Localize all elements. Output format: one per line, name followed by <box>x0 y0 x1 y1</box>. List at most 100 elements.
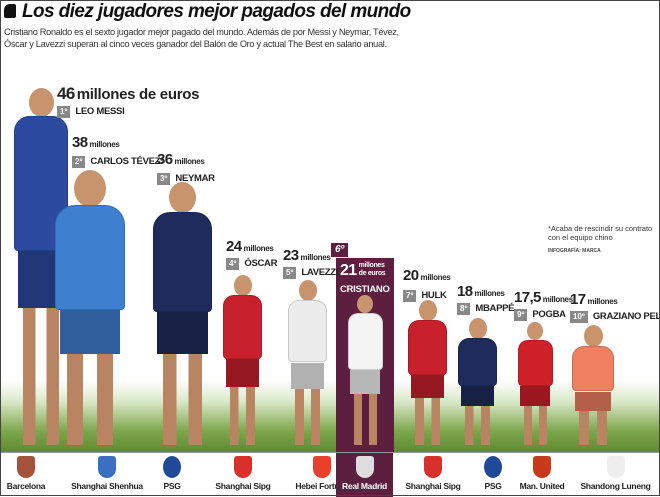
player-head <box>298 280 317 301</box>
salary-amount: 23 millones <box>283 248 331 263</box>
player-head <box>233 275 252 296</box>
amount-value: 21 <box>340 262 357 279</box>
club-label: PSG <box>140 453 204 497</box>
player-jersey <box>55 205 125 310</box>
club-name: Shandong Luneng <box>580 481 651 491</box>
player-figure <box>280 280 335 445</box>
player-shorts <box>411 374 444 399</box>
salary-amount: 20 millones <box>403 268 451 283</box>
amount-unit: millones <box>587 297 618 306</box>
salary-amount: 18 millones <box>457 284 505 299</box>
player-legs <box>414 398 441 445</box>
rank-badge: 5º <box>283 266 297 279</box>
amount-value: 36 <box>157 151 173 168</box>
page-title: Los diez jugadores mejor pagados del mun… <box>22 1 411 22</box>
club-name: Man. United <box>519 481 565 491</box>
club-name: Shanghai Sipg <box>215 481 271 491</box>
club-crest-icon <box>355 456 374 478</box>
club-name: Shanghai Shenhua <box>71 481 143 491</box>
amount-unit: millones <box>474 289 505 298</box>
club-crest-icon <box>424 456 442 478</box>
amount-value: 46 <box>57 84 75 103</box>
amount-value: 20 <box>403 267 419 284</box>
player-figure <box>215 275 270 445</box>
club-label: Shanghai Sipg <box>204 453 282 497</box>
footnote: *Acaba de rescindir su contrato con el e… <box>548 224 653 242</box>
player-name: HULK <box>421 290 447 302</box>
salary-amount: 36 millones <box>157 152 205 167</box>
club-name: Shanghai Sipg <box>405 481 461 491</box>
club-label: Shanghai Shenhua <box>52 453 162 497</box>
amount-unit: millones <box>542 295 573 304</box>
rank-badge: 2º <box>72 155 86 168</box>
club-label: Barcelona <box>0 453 52 497</box>
salary-amount: 21 millones de euros <box>340 262 393 279</box>
amount-value: 18 <box>457 283 473 300</box>
club-label: Hebei Fortune <box>282 453 362 497</box>
description-line: Cristiano Ronaldo es el sexto jugador me… <box>4 27 399 37</box>
description: Cristiano Ronaldo es el sexto jugador me… <box>4 27 464 50</box>
club-name: Real Madrid <box>342 481 387 491</box>
rank-badge: 3º <box>157 172 171 185</box>
rank-badge: 1º <box>57 105 71 118</box>
amount-unit: millones de euros <box>76 86 200 103</box>
player-name: NEYMAR <box>175 173 215 185</box>
description-line: Óscar y Lavezzi superan al cinco veces g… <box>4 38 387 49</box>
salary-amount: 38 millones <box>72 135 120 150</box>
player-head <box>527 322 543 341</box>
club-name: PSG <box>484 481 502 491</box>
player-name: CRISTIANO <box>340 284 390 296</box>
player-figure <box>510 322 560 445</box>
club-label: Real Madrid <box>336 453 393 497</box>
player-legs <box>353 393 377 445</box>
salary-amount: 17,5 millones <box>514 290 573 305</box>
player-shorts <box>520 386 550 406</box>
player-rank-name: 9º POGBA <box>514 307 566 323</box>
player-name: ÓSCAR <box>244 258 278 270</box>
amount-value: 17,5 <box>514 289 541 306</box>
club-label: Man. United <box>513 453 571 497</box>
salary-amount: 17 millones <box>570 292 618 307</box>
player-legs <box>464 406 491 445</box>
club-name: Hebei Fortune <box>295 481 349 491</box>
club-label: PSG <box>473 453 513 497</box>
player-figure <box>450 318 505 445</box>
rank-badge: 6º <box>331 243 349 257</box>
player-shorts <box>226 359 259 387</box>
amount-unit: millones de euros <box>358 262 386 277</box>
amount-unit: millones <box>243 244 274 253</box>
player-name: POGBA <box>532 309 566 321</box>
player-rank-name: 3º NEYMAR <box>157 171 215 187</box>
player-figure <box>2 88 80 445</box>
club-crest-icon <box>98 456 116 478</box>
club-name: Barcelona <box>6 481 46 491</box>
title-marker-icon <box>4 4 16 18</box>
player-rank-name: 1º LEO MESSI <box>57 104 125 120</box>
club-crest-icon <box>17 456 35 478</box>
player-head <box>468 318 487 339</box>
rank-badge: 4º <box>226 257 240 270</box>
credit: INFOGRAFÍA: MARCA <box>548 248 601 254</box>
club-crest-icon <box>484 456 502 478</box>
player-head <box>583 325 603 347</box>
salary-amount: 46 millones de euros <box>57 85 199 102</box>
player-name: GRAZIANO PELLÈ <box>592 311 660 323</box>
rank-badge: 10º <box>570 310 588 323</box>
player-head <box>418 300 437 321</box>
amount-unit: millones <box>300 253 331 262</box>
player-jersey <box>572 345 614 392</box>
player-rank-name: CRISTIANO <box>340 282 390 298</box>
player-figure <box>400 300 455 445</box>
amount-value: 24 <box>226 238 242 255</box>
player-legs <box>67 353 113 445</box>
player-rank-name: 2º CARLOS TÉVEZ* <box>72 154 164 170</box>
player-figure <box>40 170 140 445</box>
player-legs <box>579 410 607 445</box>
salary-amount: 24 millones <box>226 239 274 254</box>
player-shorts <box>350 369 380 394</box>
player-shorts <box>157 311 208 354</box>
player-head <box>74 170 106 207</box>
player-jersey <box>288 299 327 363</box>
player-figure <box>140 182 225 445</box>
club-crest-icon <box>234 456 252 478</box>
